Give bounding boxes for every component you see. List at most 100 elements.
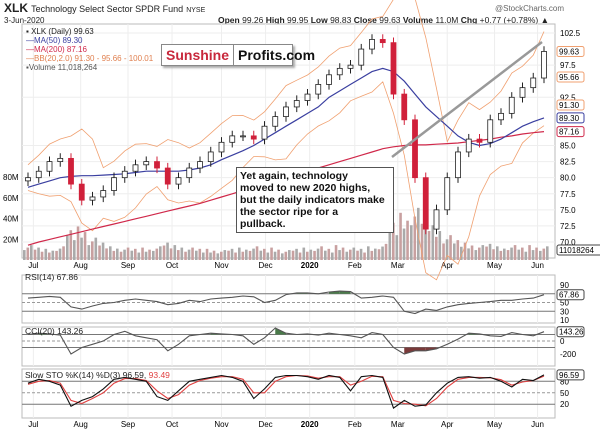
candle-body [154,161,160,169]
candle-body [250,135,257,140]
volume-bar [427,231,431,260]
volume-bar [91,241,94,260]
volume-bar [338,250,341,260]
volume-bar [445,239,449,260]
volume-bar [155,248,159,260]
candle-body [207,151,214,163]
month-label-bottom: Feb [348,420,362,429]
candle-body [57,157,64,162]
price-marker-box [556,45,585,57]
price-marker-box [556,99,585,111]
rsi-tick: 90 [560,281,569,290]
volume-bar [291,250,295,260]
volume-bar [370,250,374,260]
volume-bar [298,252,302,260]
volume-bar [216,253,220,260]
volume-tick: 40M [3,215,19,224]
candle-body [519,87,526,98]
price-marker: 87.16 [559,128,580,137]
volume-bar [320,246,323,260]
volume-bar [259,250,263,260]
volume-bar [184,251,187,260]
volume-bar [277,249,280,260]
volume-bar [134,248,137,260]
candle-body [46,161,53,172]
sto-tick: 50 [560,389,569,398]
volume-bar [109,246,112,260]
volume-bar [169,248,173,260]
rsi-tick: 30 [560,307,569,316]
volume-bar [212,250,216,260]
volume-bar [137,252,141,260]
volume-bar [98,245,101,260]
volume-bar [410,225,413,260]
month-label: Dec [258,261,272,270]
credit: @StockCharts.com [495,4,565,13]
volume-bar [245,249,248,260]
volume-bar [255,246,259,260]
candle-body [347,64,354,69]
volume-bar [177,250,180,260]
candle-body [229,135,236,143]
volume-bar [126,247,130,260]
volume-bar [488,243,492,260]
volume-bar [119,251,123,260]
volume-bar [524,251,528,260]
volume-bar [62,246,65,260]
legend-bb: —BB(20,2.0) 91.30 - 95.66 - 100.01 [26,54,154,63]
volume-bar [58,248,62,260]
volume-bar [281,253,284,260]
candle-body [390,42,397,95]
volume-bar [463,242,467,260]
price-tick: 97.5 [560,61,576,70]
volume-bar [234,252,237,260]
volume-bar [295,248,298,260]
candle-body [186,167,193,179]
legend-ma200: —MA(200) 87.16 [26,45,87,54]
price-marker: 95.66 [559,73,580,82]
month-label-bottom: Oct [166,420,179,429]
volume-bar [33,249,37,260]
candle-body [218,141,225,153]
volume-bar [302,247,306,260]
volume-bar [438,231,442,260]
candle-body [100,190,107,198]
candle-body [304,93,311,101]
price-tick: 77.5 [560,190,576,199]
volume-bar [40,251,44,260]
volume-bar [23,250,26,260]
month-label-bottom: Dec [258,420,272,429]
volume-bar [431,225,435,260]
volume-bar [69,230,73,260]
candle-body [498,112,504,121]
rsi-tick: 50 [560,299,569,308]
sto-marker-box [556,369,585,381]
candle-body [465,138,472,153]
volume-bar [209,252,212,260]
volume-bar [306,251,309,260]
volume-bar [94,237,98,260]
candle-body [401,93,408,121]
volume-bar [205,248,209,260]
volume-bar [37,247,40,260]
candle-body [132,164,139,172]
month-label-bottom: May [487,420,502,429]
volume-bar [474,250,478,260]
volume-bar [352,247,356,260]
rsi-label: RSI(14) 67.86 [25,272,78,282]
month-label-bottom: Nov [214,420,228,429]
trendline [391,41,543,158]
sto-label: Slow STO %K(14) %D(3) 96.59, 93.49 [25,370,170,380]
sto-tick: 80 [560,377,569,386]
price-tick: 85.0 [560,142,576,151]
month-label-bottom: Mar [391,420,405,429]
candle-body [412,119,418,179]
volume-bar [499,250,503,260]
volume-bar [406,220,409,260]
volume-bar [223,250,227,260]
volume-bar [374,248,377,260]
volume-bar [173,245,177,260]
cci-fill-negative [404,347,415,354]
volume-bar [517,249,521,260]
